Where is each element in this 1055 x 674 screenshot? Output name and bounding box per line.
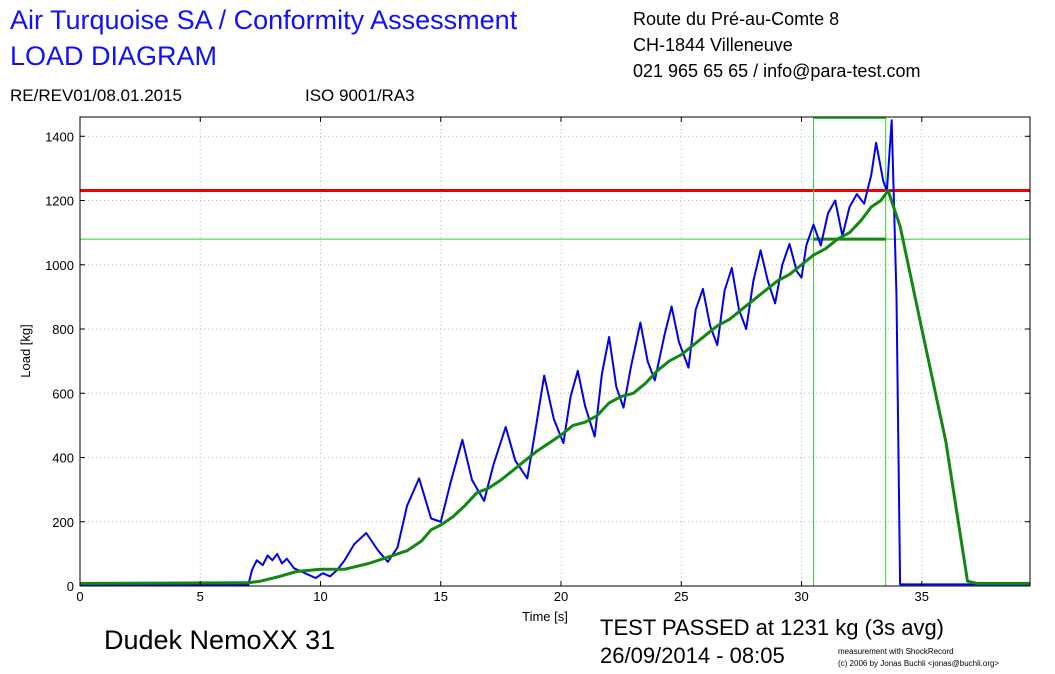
copyright-line: (c) 2006 by Jonas Buchli <jonas@buchli.o… [838, 659, 1000, 668]
iso-label: ISO 9001/RA3 [305, 86, 415, 105]
x-tick-label: 35 [915, 589, 929, 604]
y-tick-label: 1000 [45, 258, 74, 273]
address-city: CH-1844 Villeneuve [633, 35, 793, 55]
y-tick-label: 200 [52, 515, 74, 530]
x-tick-label: 30 [794, 589, 808, 604]
y-tick-label: 600 [52, 386, 74, 401]
average-load-series-line [79, 189, 1030, 585]
y-tick-label: 800 [52, 322, 74, 337]
address-street: Route du Pré-au-Comte 8 [633, 9, 840, 29]
x-tick-label: 25 [674, 589, 688, 604]
y-axis-label: Load [kg] [18, 324, 33, 378]
revision-label: RE/REV01/08.01.2015 [10, 86, 183, 105]
x-axis-label: Time [s] [522, 609, 568, 624]
raw-load-series-line [79, 119, 1030, 586]
x-tick-label: 0 [76, 589, 83, 604]
test-datetime: 26/09/2014 - 08:05 [600, 643, 785, 668]
credit-line: measurement with ShockRecord [838, 647, 954, 656]
product-model: Dudek NemoXX 31 [104, 625, 336, 655]
y-tick-label: 1400 [45, 129, 74, 144]
x-tick-label: 5 [197, 589, 204, 604]
x-tick-label: 15 [434, 589, 448, 604]
report-title: Air Turquoise SA / Conformity Assessment [10, 5, 518, 35]
x-tick-label: 10 [313, 589, 327, 604]
plot-area [80, 117, 1030, 586]
y-tick-label: 0 [67, 579, 74, 594]
address-contact: 021 965 65 65 / info@para-test.com [633, 61, 921, 81]
plot-frame [79, 116, 1031, 587]
report-subtitle: LOAD DIAGRAM [10, 41, 218, 71]
y-tick-label: 1200 [45, 194, 74, 209]
x-tick-label: 20 [554, 589, 568, 604]
y-tick-label: 400 [52, 451, 74, 466]
test-result: TEST PASSED at 1231 kg (3s avg) [600, 615, 945, 640]
